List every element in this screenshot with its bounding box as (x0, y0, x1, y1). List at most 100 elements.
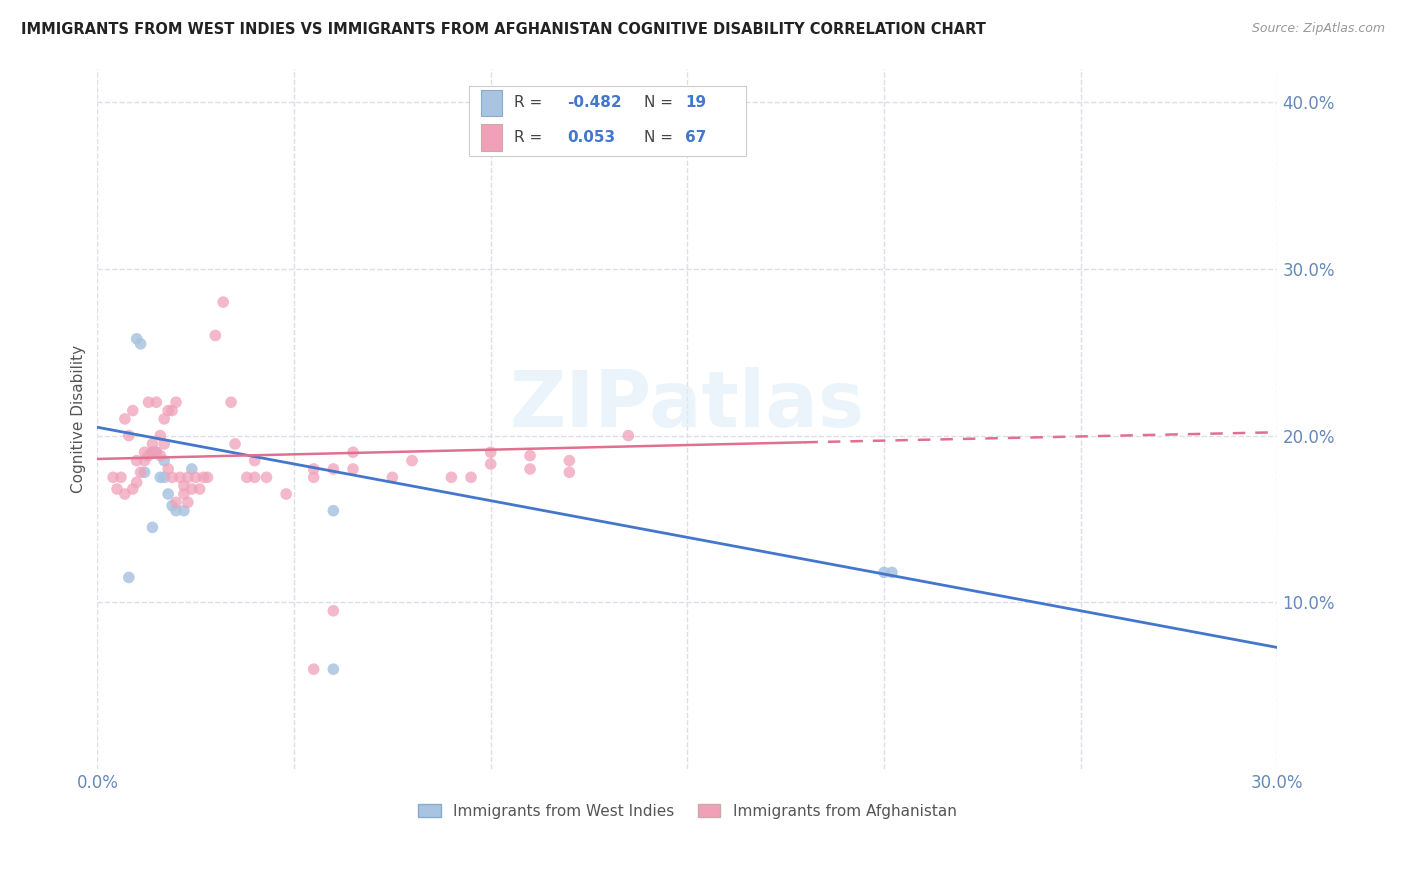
Point (188, 482, 211, 496)
Point (342, 462, 364, 476)
Point (880, 566, 903, 580)
Text: R =: R = (515, 129, 543, 145)
Point (153, 453, 176, 467)
Point (134, 445, 156, 459)
Point (204, 328, 226, 343)
Point (110, 470, 132, 484)
Text: N =: N = (644, 95, 672, 111)
Point (149, 428, 172, 442)
Point (180, 482, 202, 496)
Point (460, 470, 482, 484)
Point (479, 445, 502, 459)
Point (302, 662, 325, 676)
Point (165, 504, 187, 518)
Point (157, 403, 180, 417)
FancyBboxPatch shape (481, 89, 502, 116)
Point (125, 453, 148, 467)
Point (125, 332, 148, 346)
Point (212, 295, 235, 310)
Point (153, 437, 176, 451)
Point (121, 403, 143, 417)
Text: 0.053: 0.053 (567, 129, 616, 145)
Point (322, 604, 344, 618)
Point (129, 465, 152, 479)
Point (243, 470, 266, 484)
Text: ZIPatlas: ZIPatlas (510, 367, 865, 443)
Point (197, 470, 219, 484)
Point (519, 462, 541, 476)
Point (141, 445, 163, 459)
Point (129, 336, 152, 351)
Point (193, 470, 215, 484)
Text: R =: R = (515, 95, 543, 111)
Point (342, 445, 364, 459)
Point (141, 520, 163, 534)
Point (519, 449, 541, 463)
Point (873, 566, 896, 580)
Point (165, 395, 187, 409)
Point (138, 449, 160, 463)
Point (558, 453, 581, 467)
Point (145, 445, 167, 459)
FancyBboxPatch shape (470, 86, 747, 156)
Legend: Immigrants from West Indies, Immigrants from Afghanistan: Immigrants from West Indies, Immigrants … (412, 797, 963, 825)
Point (243, 453, 266, 467)
Text: 19: 19 (685, 95, 706, 111)
Point (153, 470, 176, 484)
Point (276, 487, 298, 501)
Point (160, 499, 183, 513)
Point (401, 453, 423, 467)
Point (479, 457, 502, 471)
Point (105, 482, 128, 496)
Text: -0.482: -0.482 (567, 95, 621, 111)
Point (256, 470, 278, 484)
Point (224, 437, 246, 451)
Point (173, 487, 195, 501)
Point (125, 475, 148, 490)
Point (160, 403, 183, 417)
Point (157, 487, 180, 501)
Point (440, 470, 463, 484)
Text: 67: 67 (685, 129, 706, 145)
Point (138, 395, 160, 409)
Point (617, 428, 640, 442)
Point (141, 445, 163, 459)
Point (236, 470, 259, 484)
Point (134, 465, 156, 479)
Point (165, 495, 187, 509)
Point (302, 470, 325, 484)
Point (160, 470, 183, 484)
Point (118, 570, 141, 584)
Point (134, 453, 156, 467)
Y-axis label: Cognitive Disability: Cognitive Disability (72, 345, 86, 493)
Point (322, 662, 344, 676)
Point (114, 412, 136, 426)
Text: IMMIGRANTS FROM WEST INDIES VS IMMIGRANTS FROM AFGHANISTAN COGNITIVE DISABILITY : IMMIGRANTS FROM WEST INDIES VS IMMIGRANT… (21, 22, 986, 37)
Point (177, 470, 200, 484)
Point (173, 478, 195, 492)
Point (177, 495, 200, 509)
Point (322, 504, 344, 518)
Point (322, 462, 344, 476)
Point (184, 470, 207, 484)
Point (141, 437, 163, 451)
Text: N =: N = (644, 129, 672, 145)
Point (173, 504, 195, 518)
Point (118, 428, 141, 442)
Point (149, 449, 172, 463)
Point (114, 487, 136, 501)
Point (169, 470, 191, 484)
Point (219, 395, 242, 409)
Point (101, 470, 124, 484)
Point (302, 462, 325, 476)
Point (180, 462, 202, 476)
Point (153, 412, 176, 426)
Point (145, 445, 167, 459)
Point (149, 470, 172, 484)
Point (145, 395, 167, 409)
Point (558, 465, 581, 479)
Point (381, 470, 404, 484)
FancyBboxPatch shape (481, 124, 502, 151)
Text: Source: ZipAtlas.com: Source: ZipAtlas.com (1251, 22, 1385, 36)
Point (121, 482, 143, 496)
